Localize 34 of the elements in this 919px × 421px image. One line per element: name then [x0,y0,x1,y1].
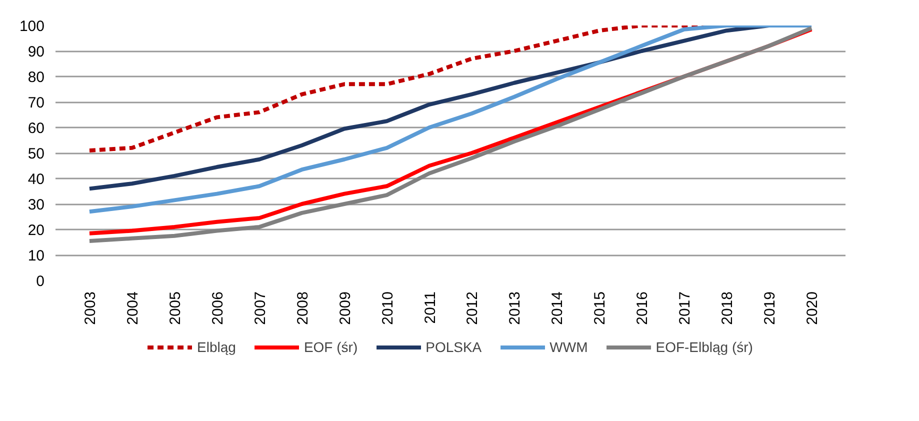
y-tick-label: 90 [28,44,45,60]
x-tick-label: 2011 [422,291,439,324]
x-tick-label: 2018 [719,291,736,325]
y-tick-label: 10 [28,248,45,264]
y-tick-label: 60 [28,120,45,137]
y-tick-label: 0 [36,273,44,290]
x-tick-label: 2019 [762,291,779,325]
y-tick-label: 40 [28,171,45,188]
legend-label: EOF-Elbląg (śr) [656,339,753,355]
x-tick-label: 2020 [804,291,822,325]
x-tick-label: 2012 [464,291,482,325]
legend-label: EOF (śr) [304,339,358,355]
y-tick-label: 70 [28,94,45,112]
y-tick-label: 50 [28,146,45,162]
x-tick-label: 2008 [294,291,312,325]
legend-label: POLSKA [426,339,482,355]
x-tick-label: 2014 [549,291,566,325]
x-tick-label: 2013 [506,291,524,325]
x-tick-label: 2007 [252,291,269,325]
y-tick-label: 20 [28,222,45,239]
legend-label: Elbląg [197,339,236,355]
x-tick-label: 2009 [336,291,354,325]
x-tick-label: 2003 [82,291,99,325]
x-tick-label: 2004 [124,291,142,325]
y-tick-label: 30 [28,196,45,214]
x-tick-label: 2005 [166,291,184,325]
x-tick-label: 2016 [634,291,652,325]
x-tick-label: 2010 [379,291,396,325]
x-tick-label: 2015 [592,291,609,325]
x-tick-label: 2017 [676,291,694,325]
y-tick-label: 100 [19,18,45,35]
legend-label: WWM [550,339,588,355]
x-tick-label: 2006 [209,291,226,325]
y-tick-label: 80 [28,69,45,86]
